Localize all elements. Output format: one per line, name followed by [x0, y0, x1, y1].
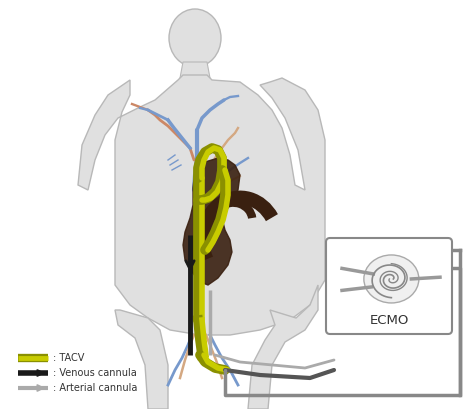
Polygon shape: [78, 75, 325, 335]
FancyBboxPatch shape: [326, 238, 452, 334]
Text: : TACV: : TACV: [53, 353, 84, 363]
Text: ECMO: ECMO: [369, 314, 409, 326]
Polygon shape: [115, 310, 168, 409]
Ellipse shape: [364, 255, 419, 303]
Polygon shape: [180, 62, 210, 78]
Polygon shape: [183, 158, 240, 285]
Text: : Arterial cannula: : Arterial cannula: [53, 383, 137, 393]
Ellipse shape: [169, 9, 221, 67]
Text: : Venous cannula: : Venous cannula: [53, 368, 137, 378]
Polygon shape: [248, 285, 318, 409]
